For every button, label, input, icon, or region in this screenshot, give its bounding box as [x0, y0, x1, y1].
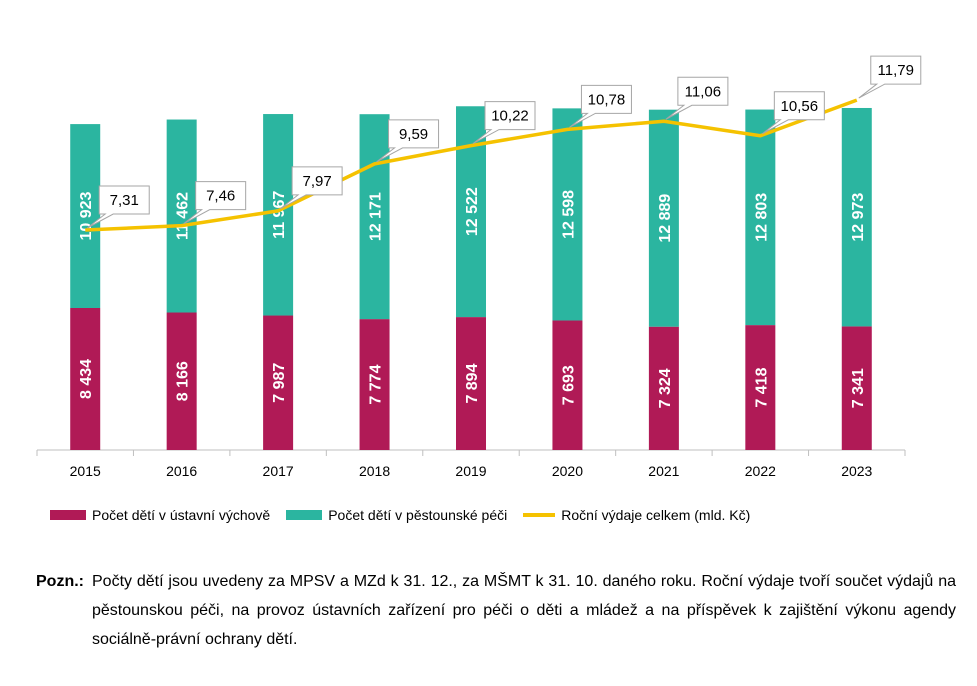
bar-ustavni [456, 317, 486, 450]
legend-item-ustavni: Počet dětí v ústavní výchově [50, 507, 270, 523]
bar-label-pestounska: 11 967 [271, 191, 288, 239]
bar-pestounska [166, 119, 197, 313]
legend-swatch-ustavni [50, 510, 86, 520]
data-label-vydaje: 9,59 [399, 126, 428, 143]
bar-label-ustavni: 7 324 [657, 368, 674, 408]
bar-ustavni [552, 320, 583, 450]
data-callout [569, 84, 632, 128]
bar-label-pestounska: 12 973 [850, 193, 867, 242]
x-tick-label: 2015 [70, 463, 101, 479]
x-tick-label: 2020 [552, 463, 583, 479]
data-label-vydaje: 7,31 [110, 192, 139, 209]
bar-label-ustavni: 7 693 [560, 365, 577, 405]
bar-label-pestounska: 12 889 [657, 194, 674, 243]
x-tick-label: 2019 [455, 463, 486, 479]
bar-label-pestounska: 12 171 [368, 192, 385, 241]
bar-ustavni [70, 308, 101, 450]
bar-ustavni [648, 326, 679, 450]
bar-pestounska [456, 106, 486, 318]
chart: 8 434 10 923 2015 8 166 11 462 2016 7 987 11 96… [36, 55, 922, 479]
data-label-vydaje: 7,97 [303, 173, 332, 190]
bar-pestounska [359, 114, 390, 320]
data-callout [279, 166, 343, 210]
bar-pestounska [70, 124, 101, 309]
legend-swatch-pestounska [286, 510, 323, 520]
bar-ustavni [166, 312, 197, 450]
legend-swatch-vydaje [523, 513, 556, 517]
bar-pestounska [263, 114, 294, 316]
bar-label-ustavni: 8 166 [175, 361, 192, 401]
bar-label-ustavni: 7 418 [753, 367, 770, 407]
bar-pestounska [745, 109, 776, 326]
legend-item-vydaje: Roční výdaje celkem (mld. Kč) [523, 507, 750, 523]
x-tick-label: 2016 [166, 463, 197, 479]
bar-pestounska [648, 109, 679, 327]
legend: Počet dětí v ústavní výchově Počet dětí … [50, 507, 766, 523]
data-label-vydaje: 10,56 [781, 98, 819, 115]
data-label-vydaje: 10,78 [588, 91, 626, 108]
data-callout [762, 91, 825, 135]
bar-label-ustavni: 8 434 [78, 359, 95, 399]
legend-label-ustavni: Počet dětí v ústavní výchově [92, 507, 271, 523]
data-label-vydaje: 7,46 [206, 188, 235, 205]
x-tick-label: 2018 [359, 463, 390, 479]
data-callout [376, 119, 440, 163]
line-vydaje [85, 98, 858, 232]
note-label: Pozn.: [36, 573, 84, 590]
bar-ustavni [263, 315, 294, 450]
x-tick-label: 2022 [745, 463, 776, 479]
note: Pozn.: Počty dětí jsou uvedeny za MPSV a… [36, 567, 956, 654]
data-callout [858, 55, 922, 99]
data-label-vydaje: 11,06 [685, 83, 721, 100]
data-callout [472, 101, 536, 145]
bar-ustavni [841, 326, 872, 450]
data-label-vydaje: 10,22 [491, 108, 529, 125]
bar-label-pestounska: 10 923 [78, 191, 95, 240]
bar-pestounska [552, 108, 583, 321]
bar-label-pestounska: 12 522 [464, 187, 481, 236]
bar-label-pestounska: 12 803 [753, 193, 770, 242]
bar-label-ustavni: 7 894 [464, 363, 481, 403]
legend-item-pestounska: Počet dětí v pěstounské péči [286, 507, 507, 523]
x-tick-label: 2023 [841, 463, 872, 479]
bar-label-pestounska: 12 598 [560, 190, 577, 239]
legend-label-pestounska: Počet dětí v pěstounské péči [328, 507, 508, 523]
bar-label-ustavni: 7 987 [271, 363, 288, 403]
data-callout [665, 76, 729, 120]
note-text: Počty dětí jsou uvedeny za MPSV a MZd k … [92, 573, 956, 648]
data-label-vydaje: 11,79 [878, 62, 914, 79]
bar-label-ustavni: 7 341 [850, 368, 867, 408]
data-callout [183, 181, 247, 225]
legend-label-vydaje: Roční výdaje celkem (mld. Kč) [561, 507, 751, 523]
bar-pestounska [841, 107, 872, 327]
bar-ustavni [745, 325, 776, 450]
bar-ustavni [359, 319, 390, 450]
bar-label-pestounska: 11 462 [175, 192, 192, 240]
x-tick-label: 2021 [648, 463, 679, 479]
bar-label-ustavni: 7 774 [368, 364, 385, 404]
data-callout [86, 185, 150, 229]
x-tick-label: 2017 [263, 463, 294, 479]
